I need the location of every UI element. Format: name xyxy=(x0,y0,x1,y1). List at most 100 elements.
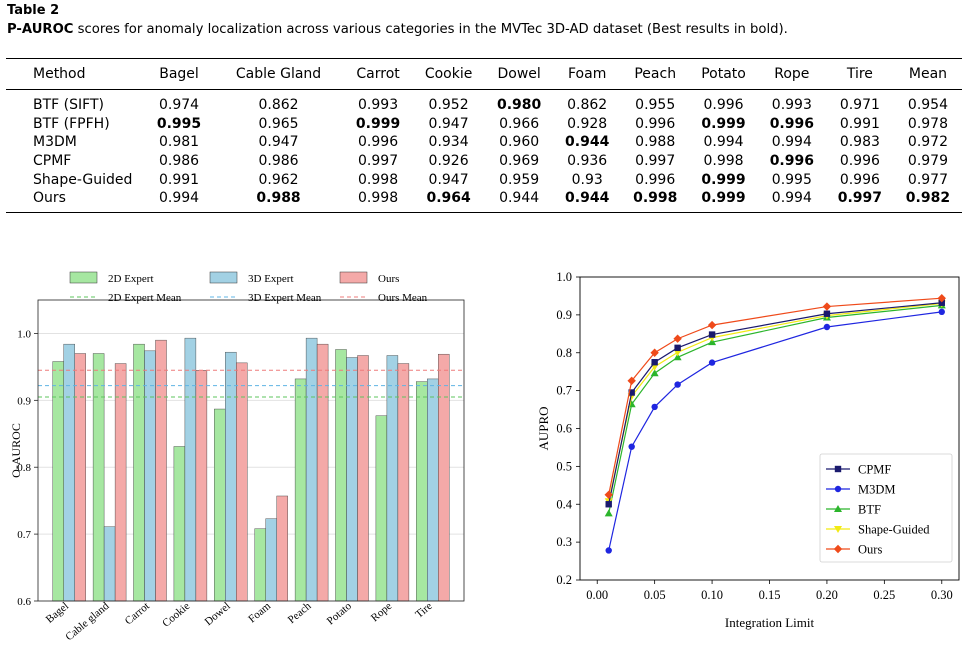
score-cell: 0.986 xyxy=(258,153,299,170)
bar xyxy=(195,370,208,602)
y-tick-label: 0.3 xyxy=(556,535,572,549)
y-tick-label: 0.6 xyxy=(556,422,572,436)
bar xyxy=(357,355,369,602)
x-tick-label: 0.30 xyxy=(931,588,953,602)
score-cell: 0.999 xyxy=(701,190,746,207)
y-tick-label: 0.2 xyxy=(556,573,572,587)
data-point xyxy=(673,334,682,343)
bar xyxy=(155,339,167,602)
bar xyxy=(438,353,450,602)
score-cell: 0.934 xyxy=(428,134,469,151)
data-point xyxy=(834,505,842,512)
column-header: Cookie xyxy=(424,66,473,82)
legend-label: M3DM xyxy=(858,483,896,497)
score-cell: 0.993 xyxy=(358,97,399,114)
score-cell: 0.977 xyxy=(907,171,948,188)
score-cell: 0.959 xyxy=(499,171,540,188)
legend-label: 2D Expert Mean xyxy=(108,292,182,304)
score-cell: 0.947 xyxy=(258,134,299,151)
score-cell: 0.955 xyxy=(635,97,676,114)
x-tick-label: Cable gland xyxy=(63,600,112,643)
bar xyxy=(133,343,145,602)
data-point xyxy=(834,465,842,473)
bar xyxy=(276,495,288,602)
bar xyxy=(144,350,156,602)
table-body: BTF (SIFT) 0.974 0.862 0.993 0.952 0.980 0.862… xyxy=(6,90,962,213)
bar xyxy=(416,381,428,602)
score-cell: 0.998 xyxy=(703,153,744,170)
bar xyxy=(316,343,329,602)
bar xyxy=(335,349,347,602)
table-caption: P-AUROC scores for anomaly localization … xyxy=(7,22,788,37)
score-cell: 0.974 xyxy=(158,97,200,114)
table-row: BTF (FPFH) 0.995 0.965 0.999 0.947 0.966 0.928… xyxy=(6,115,962,134)
legend-label: Ours xyxy=(858,543,882,557)
legend-label: Ours xyxy=(378,273,399,285)
bar xyxy=(375,415,388,602)
bar xyxy=(305,337,318,602)
score-cell: 0.972 xyxy=(907,134,948,151)
data-point xyxy=(674,344,681,352)
table-row: Ours 0.994 0.988 0.998 0.964 0.944 0.944 0.998 0… xyxy=(6,189,962,213)
bar xyxy=(294,378,307,602)
score-cell: 0.944 xyxy=(565,134,610,151)
bar xyxy=(63,343,75,602)
method-cell: CPMF xyxy=(33,153,72,170)
bar xyxy=(214,408,226,602)
x-tick-label: 0.00 xyxy=(586,588,608,602)
score-cell: 0.978 xyxy=(907,115,948,132)
legend-swatch xyxy=(209,271,238,284)
data-point xyxy=(708,331,716,338)
data-point xyxy=(628,389,635,396)
column-header: Peach xyxy=(634,66,677,82)
column-header: Mean xyxy=(908,66,948,82)
data-point xyxy=(834,485,842,493)
score-cell: 0.983 xyxy=(839,134,880,151)
plot-frame xyxy=(37,299,465,602)
bar xyxy=(427,378,439,602)
bar xyxy=(74,353,86,602)
score-cell: 0.988 xyxy=(635,134,676,151)
score-cell: 0.944 xyxy=(499,190,540,207)
data-point xyxy=(628,443,635,450)
score-cell: 0.996 xyxy=(839,171,880,188)
y-tick-label: 0.8 xyxy=(17,462,31,474)
data-point xyxy=(651,359,658,366)
score-cell: 0.997 xyxy=(635,153,676,170)
table-header-row: Method Bagel Cable Gland Carrot Cookie Dowel F… xyxy=(6,58,962,90)
y-tick-label: 1.0 xyxy=(17,328,31,340)
y-tick-label: 0.4 xyxy=(556,497,572,511)
method-cell: BTF (FPFH) xyxy=(33,115,110,132)
score-cell: 0.996 xyxy=(839,153,880,170)
data-point xyxy=(708,338,717,346)
legend-swatch xyxy=(69,271,98,284)
data-point xyxy=(938,308,945,316)
column-header: Carrot xyxy=(356,66,400,82)
score-cell: 0.997 xyxy=(358,153,399,170)
score-cell: 0.980 xyxy=(496,97,542,114)
table-row: M3DM 0.981 0.947 0.996 0.934 0.960 0.944 0.988 0… xyxy=(6,133,962,152)
x-tick-label: Foam xyxy=(246,600,273,626)
table-row: CPMF 0.986 0.986 0.997 0.926 0.969 0.936 0.997 0… xyxy=(6,152,962,171)
score-cell: 0.994 xyxy=(771,190,812,207)
score-cell: 0.996 xyxy=(635,171,676,188)
legend-box xyxy=(819,453,953,563)
bar xyxy=(265,518,277,602)
y-tick-label: 0.7 xyxy=(556,384,572,398)
y-tick-label: 0.9 xyxy=(556,308,572,322)
score-cell: 0.998 xyxy=(358,190,399,207)
bar xyxy=(92,353,105,602)
score-cell: 0.981 xyxy=(158,134,200,151)
score-cell: 0.969 xyxy=(499,153,540,170)
data-point xyxy=(673,353,682,361)
column-header: Cable Gland xyxy=(235,66,322,82)
legend-label: 3D Expert xyxy=(248,273,294,285)
column-header: Foam xyxy=(568,66,607,82)
score-cell: 0.954 xyxy=(907,97,948,114)
y-axis-label: AUPRO xyxy=(536,406,551,450)
caption-body: scores for anomaly localization across v… xyxy=(73,22,788,37)
legend-label: BTF xyxy=(858,503,881,517)
data-point xyxy=(823,323,831,331)
column-header: Dowel xyxy=(497,66,541,82)
legend-label: 2D Expert xyxy=(108,273,154,285)
